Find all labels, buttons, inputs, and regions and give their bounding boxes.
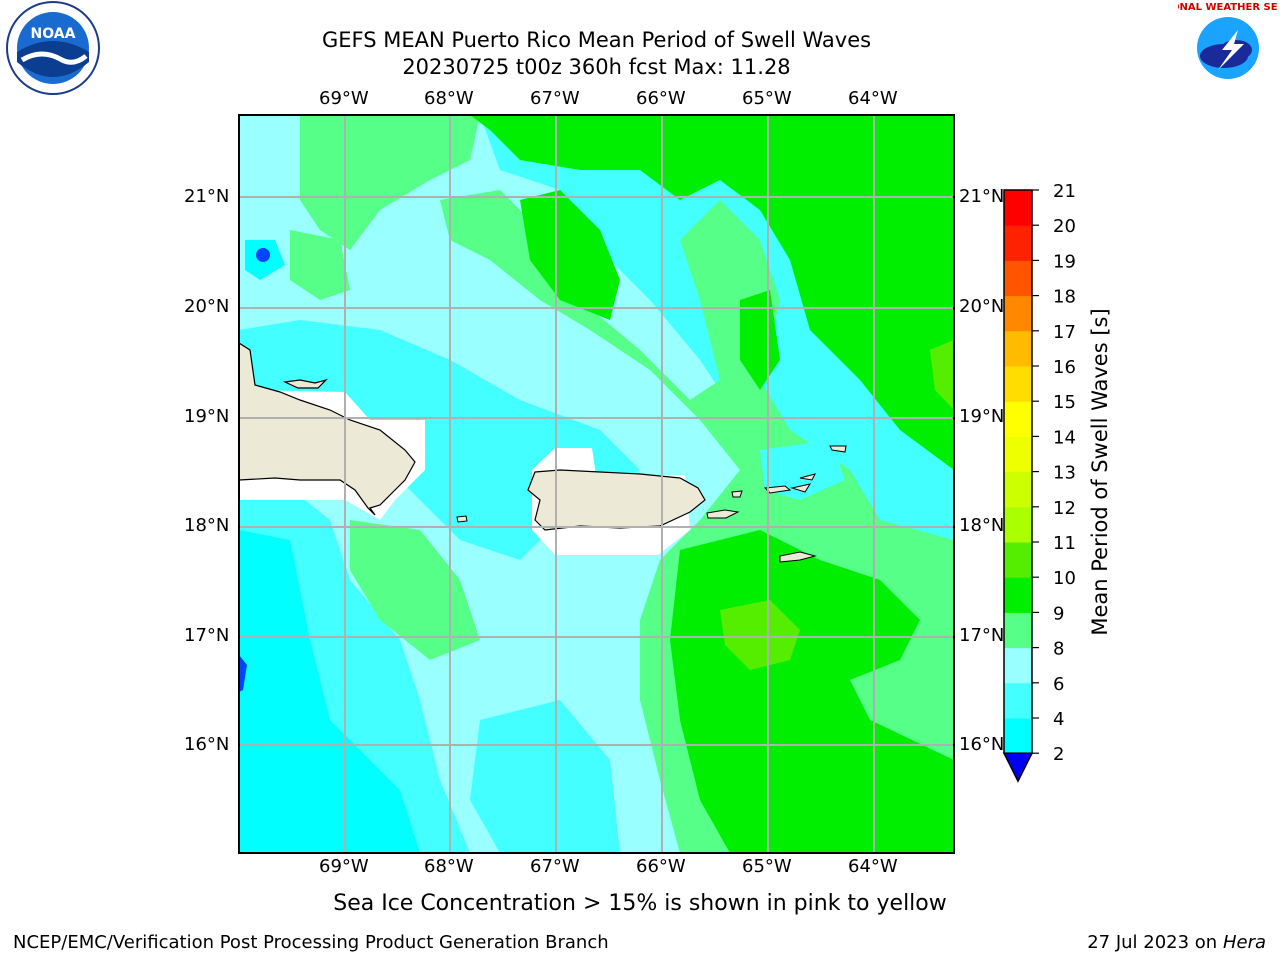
contour-fill-10-11-east [740,290,780,390]
colorbar-tick-label: 6 [1053,674,1064,695]
land-virgin-islands [763,445,847,494]
lon-label-bottom: 68°W [424,856,474,877]
colorbar-tick-label: 9 [1053,603,1064,624]
land-tortuga [282,378,329,389]
contour-fill-9-10-w [350,520,480,660]
colorbar-bin [1004,718,1032,754]
nws-logo: NATIONAL WEATHER SERVICE [1178,2,1278,93]
lat-label-right: 21°N [959,186,1005,207]
colorbar: 2 4 6 8 9 10 11 12 13 14 15 16 17 18 19 20 21 [1002,181,1076,783]
land-puerto-rico [527,469,706,531]
lon-label-top: 67°W [530,88,580,109]
colorbar-tick-label: 10 [1053,568,1076,589]
contour-fill-6-8-s [470,700,620,853]
noaa-logo-text: NOAA [31,26,76,42]
lon-label-bottom: 66°W [636,856,686,877]
lat-label-left: 19°N [184,406,230,427]
colorbar-bin [1004,260,1032,297]
colorbar-label: Mean Period of Swell Waves [s] [1088,308,1112,635]
colorbar-bin [1004,190,1032,226]
colorbar-extend-arrow [1002,752,1034,783]
colorbar-tick-label: 8 [1053,639,1064,660]
lon-label-top: 65°W [742,88,792,109]
lon-label-bottom: 67°W [530,856,580,877]
map-frame [238,114,955,854]
lat-label-left: 17°N [184,625,230,646]
lat-label-right: 16°N [959,734,1005,755]
colorbar-bin [1004,506,1032,543]
noaa-logo: NOAA [6,1,100,95]
colorbar-tick-label: 20 [1053,216,1076,237]
graticule [239,115,954,853]
sea-ice-caption-text: Sea Ice Concentration > 15% is shown in … [333,891,947,916]
colorbar-tick-label: 17 [1053,322,1076,343]
contour-fill-4-6 [239,530,420,853]
colorbar-tick-label: 13 [1053,463,1076,484]
contour-fill-2-4-nw [256,248,270,262]
lat-label-left: 16°N [184,734,230,755]
contour-fill-2-4-w [239,655,247,692]
colorbar-tick-label: 15 [1053,392,1076,413]
footer-date-text: 27 Jul 2023 on [1087,932,1223,953]
footer-machine: Hera [1222,932,1266,953]
lon-label-top: 68°W [424,88,474,109]
lat-label-left: 18°N [184,515,230,536]
sea-ice-caption: Sea Ice Concentration > 15% is shown in … [0,891,1280,917]
lat-label-right: 20°N [959,296,1005,317]
lon-label-bottom: 69°W [319,856,369,877]
footer-date: 27 Jul 2023 on Hera [1087,932,1266,954]
lat-label-right: 18°N [959,515,1005,536]
lat-label-left: 21°N [184,186,230,207]
contour-fill-11-12 [720,600,800,670]
colorbar-bin [1004,647,1032,684]
swell-period-field [239,115,954,853]
lat-label-right: 17°N [959,625,1005,646]
colorbar-bin [1004,612,1032,649]
colorbar-tick-label: 11 [1053,533,1076,554]
lon-label-bottom: 64°W [848,856,898,877]
lat-label-left: 20°N [184,296,230,317]
colorbar-bin [1004,577,1032,613]
colorbar-bin [1004,225,1032,261]
colorbar-tick-label: 14 [1053,427,1076,448]
land-culebra [731,490,743,498]
colorbar-bin [1004,436,1032,473]
colorbar-bin [1004,295,1032,332]
colorbar-bin [1004,401,1032,437]
lon-label-top: 64°W [848,88,898,109]
lon-label-top: 66°W [636,88,686,109]
contour-fill-11-12-e [930,340,954,410]
contour-fill-10-11-center [520,190,620,320]
colorbar-tick-label: 21 [1053,181,1076,202]
nws-logo-text: NATIONAL WEATHER SERVICE [1178,2,1278,13]
colorbar-tick-label: 18 [1053,287,1076,308]
colorbar-bin [1004,366,1032,402]
lat-label-right: 19°N [959,406,1005,427]
contour-fill-6-8-e [760,440,845,500]
lon-label-bottom: 65°W [742,856,792,877]
land-st-croix [779,551,817,563]
colorbar-tick-label: 2 [1053,744,1064,765]
colorbar-bin [1004,330,1032,367]
colorbar-bin [1004,471,1032,508]
lon-label-top: 69°W [319,88,369,109]
land-hispaniola [239,342,416,516]
chart-subtitle: 20230725 t00z 360h fcst Max: 11.28 [402,55,791,79]
colorbar-tick-label: 16 [1053,357,1076,378]
colorbar-tick-label: 19 [1053,251,1076,272]
colorbar-bin [1004,542,1032,578]
chart-title: GEFS MEAN Puerto Rico Mean Period of Swe… [321,28,872,52]
contour-fill-10-11-ne [470,115,954,470]
colorbar-tick-label: 4 [1053,709,1064,730]
colorbar-bin [1004,682,1032,719]
colorbar-tick-label: 12 [1053,498,1076,519]
land-vieques [706,509,740,519]
land-mona-island [456,515,468,523]
contour-fill-9-10-ne [290,230,350,300]
footer-branch: NCEP/EMC/Verification Post Processing Pr… [13,932,609,953]
